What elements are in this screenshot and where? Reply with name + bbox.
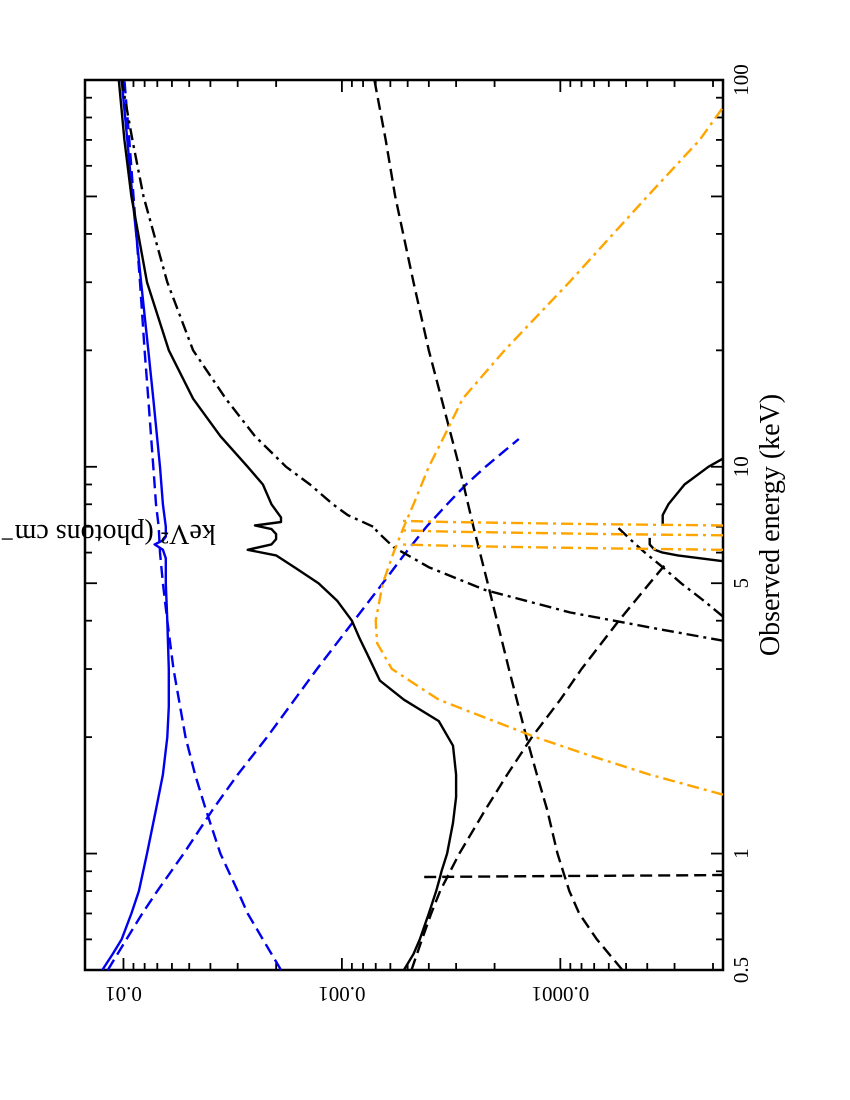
series-line-2 (106, 438, 520, 971)
x-axis-title: Observed energy (keV) (755, 394, 786, 656)
series-line-13 (374, 106, 724, 796)
y-axis-title: keV² (photons cm⁻² s⁻¹ keV⁻¹) (0, 518, 216, 549)
energy-tick-label: 1 (729, 848, 753, 859)
series-line-15 (398, 529, 724, 537)
flux-tick-label: 0.001 (318, 982, 365, 1006)
series-line-14 (398, 543, 724, 551)
series-line-9 (120, 79, 374, 528)
energy-tick-label: 10 (729, 456, 753, 477)
energy-tick-label: 100 (729, 64, 753, 96)
flux-tick-label: 0.01 (105, 982, 142, 1006)
series-line-12 (661, 457, 724, 525)
tick-labels: 0.5 1 5 10 100 0.0001 0.001 0.01 (105, 64, 753, 1006)
series-line-6 (373, 79, 624, 971)
series-line-5 (410, 563, 667, 971)
energy-tick-label: 5 (729, 578, 753, 589)
series-line-7 (424, 873, 724, 879)
series-line-4 (117, 79, 458, 971)
series-layer (101, 79, 724, 971)
series-line-10 (616, 525, 724, 618)
flux-tick-label: 0.0001 (531, 982, 589, 1006)
series-line-16 (398, 519, 724, 527)
series-line-8 (372, 525, 724, 642)
energy-tick-label: 0.5 (729, 957, 753, 983)
series-line-3 (123, 79, 283, 971)
series-line-1 (101, 79, 171, 971)
